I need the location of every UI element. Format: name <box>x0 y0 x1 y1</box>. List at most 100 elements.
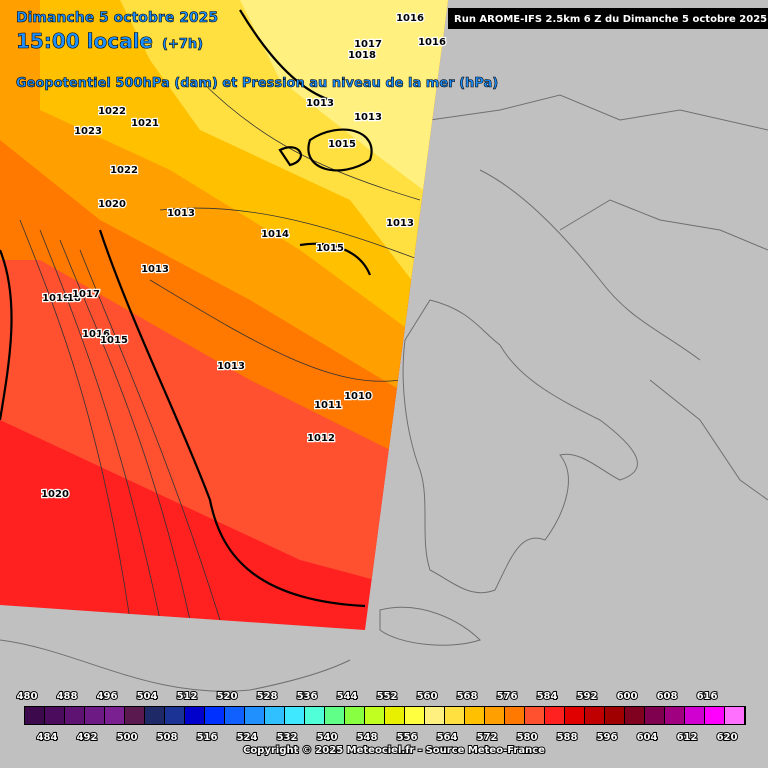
legend-label: 496 <box>97 691 118 702</box>
color-swatch <box>545 707 564 724</box>
copyright: Copyright © 2025 Meteociel.fr - Source M… <box>243 745 545 756</box>
legend-label: 540 <box>317 732 338 743</box>
color-swatch <box>365 707 384 724</box>
legend-label: 560 <box>417 691 438 702</box>
isobar-label: 1016 <box>396 13 424 24</box>
color-swatch <box>625 707 644 724</box>
isobar-label: 1015 <box>328 139 356 150</box>
isobar-label: 1013 <box>141 264 169 275</box>
colorbar: 480 484 488 492 496 500 504 508 512 516 520 524 528 5… <box>16 690 746 744</box>
legend-label: 600 <box>617 691 638 702</box>
legend-label: 544 <box>337 691 358 702</box>
legend-label: 536 <box>297 691 318 702</box>
legend-label: 528 <box>257 691 278 702</box>
color-swatch <box>645 707 664 724</box>
isobar-label: 1017 <box>72 289 100 300</box>
color-swatch <box>585 707 604 724</box>
isobar-label: 1019 <box>42 293 70 304</box>
isobar-label: 1010 <box>344 391 372 402</box>
isobar-label: 18 <box>67 293 81 304</box>
legend-label: 484 <box>37 732 58 743</box>
run-info: Run AROME-IFS 2.5km 6 Z du Dimanche 5 oc… <box>454 14 767 25</box>
isobar-label: 1013 <box>354 112 382 123</box>
country-borders <box>0 94 768 692</box>
legend-label: 572 <box>477 732 498 743</box>
isobar-label: 1013 <box>167 208 195 219</box>
color-swatch <box>25 707 44 724</box>
legend-label: 492 <box>77 732 98 743</box>
map-title: Geopotentiel 500hPa (dam) et Pression au… <box>16 76 498 91</box>
isobar-label: 1017 <box>354 39 382 50</box>
isobar-label: 1021 <box>131 118 159 129</box>
isobar-label: 1022 <box>110 165 138 176</box>
legend-label: 596 <box>597 732 618 743</box>
isobar-label: 1015 <box>316 243 344 254</box>
legend-label: 588 <box>557 732 578 743</box>
isobar-label: 1023 <box>74 126 102 137</box>
isobar-label: 1013 <box>217 361 245 372</box>
legend-label: 504 <box>137 691 158 702</box>
isobars <box>19 79 421 621</box>
color-swatch <box>405 707 424 724</box>
color-swatch <box>725 707 744 724</box>
color-swatch <box>425 707 444 724</box>
color-swatch <box>525 707 544 724</box>
legend-label: 480 <box>17 691 38 702</box>
color-swatch <box>685 707 704 724</box>
isobar-label: 1016 <box>418 37 446 48</box>
legend-label: 616 <box>697 691 718 702</box>
isobar-label: 1015 <box>100 335 128 346</box>
color-swatch <box>225 707 244 724</box>
legend-label: 568 <box>457 691 478 702</box>
legend-label: 608 <box>657 691 678 702</box>
lead-time: (+7h) <box>162 37 203 52</box>
color-swatch <box>605 707 624 724</box>
isobar-label: 1013 <box>386 218 414 229</box>
color-swatch <box>45 707 64 724</box>
legend-label: 584 <box>537 691 558 702</box>
isobar-label: 1020 <box>41 489 69 500</box>
color-swatch <box>65 707 84 724</box>
color-swatch <box>485 707 504 724</box>
legend-label: 516 <box>197 732 218 743</box>
color-swatch <box>505 707 524 724</box>
legend-label: 520 <box>217 691 238 702</box>
isobar-label: 1018 <box>348 50 376 61</box>
isobar-label: 1012 <box>307 433 335 444</box>
color-swatch <box>85 707 104 724</box>
color-swatch <box>385 707 404 724</box>
legend-label: 620 <box>717 732 738 743</box>
legend-label: 532 <box>277 732 298 743</box>
color-swatch <box>325 707 344 724</box>
color-swatch <box>705 707 724 724</box>
isobar-label: 1020 <box>98 199 126 210</box>
isobar-label: 1013 <box>306 98 334 109</box>
color-swatch <box>345 707 364 724</box>
isobar-labels: 1016101610171018101310131015102210211023… <box>40 12 447 502</box>
color-swatch <box>445 707 464 724</box>
legend-label: 512 <box>177 691 198 702</box>
legend-label: 576 <box>497 691 518 702</box>
legend-label: 488 <box>57 691 78 702</box>
color-swatch <box>125 707 144 724</box>
isobar-label: 1011 <box>314 400 342 411</box>
isobar-label: 1022 <box>98 106 126 117</box>
legend-label: 592 <box>577 691 598 702</box>
date: Dimanche 5 octobre 2025 <box>16 10 218 26</box>
color-swatch <box>105 707 124 724</box>
legend-label: 612 <box>677 732 698 743</box>
color-swatch <box>205 707 224 724</box>
legend-label: 580 <box>517 732 538 743</box>
legend-label: 604 <box>637 732 658 743</box>
legend-label: 564 <box>437 732 458 743</box>
isobar-label: 1016 <box>82 329 110 340</box>
geopotential-field <box>0 0 448 630</box>
color-swatch <box>245 707 264 724</box>
legend-label: 500 <box>117 732 138 743</box>
color-swatch <box>185 707 204 724</box>
color-swatch <box>305 707 324 724</box>
color-swatch <box>465 707 484 724</box>
color-swatch <box>665 707 684 724</box>
legend-label: 524 <box>237 732 258 743</box>
